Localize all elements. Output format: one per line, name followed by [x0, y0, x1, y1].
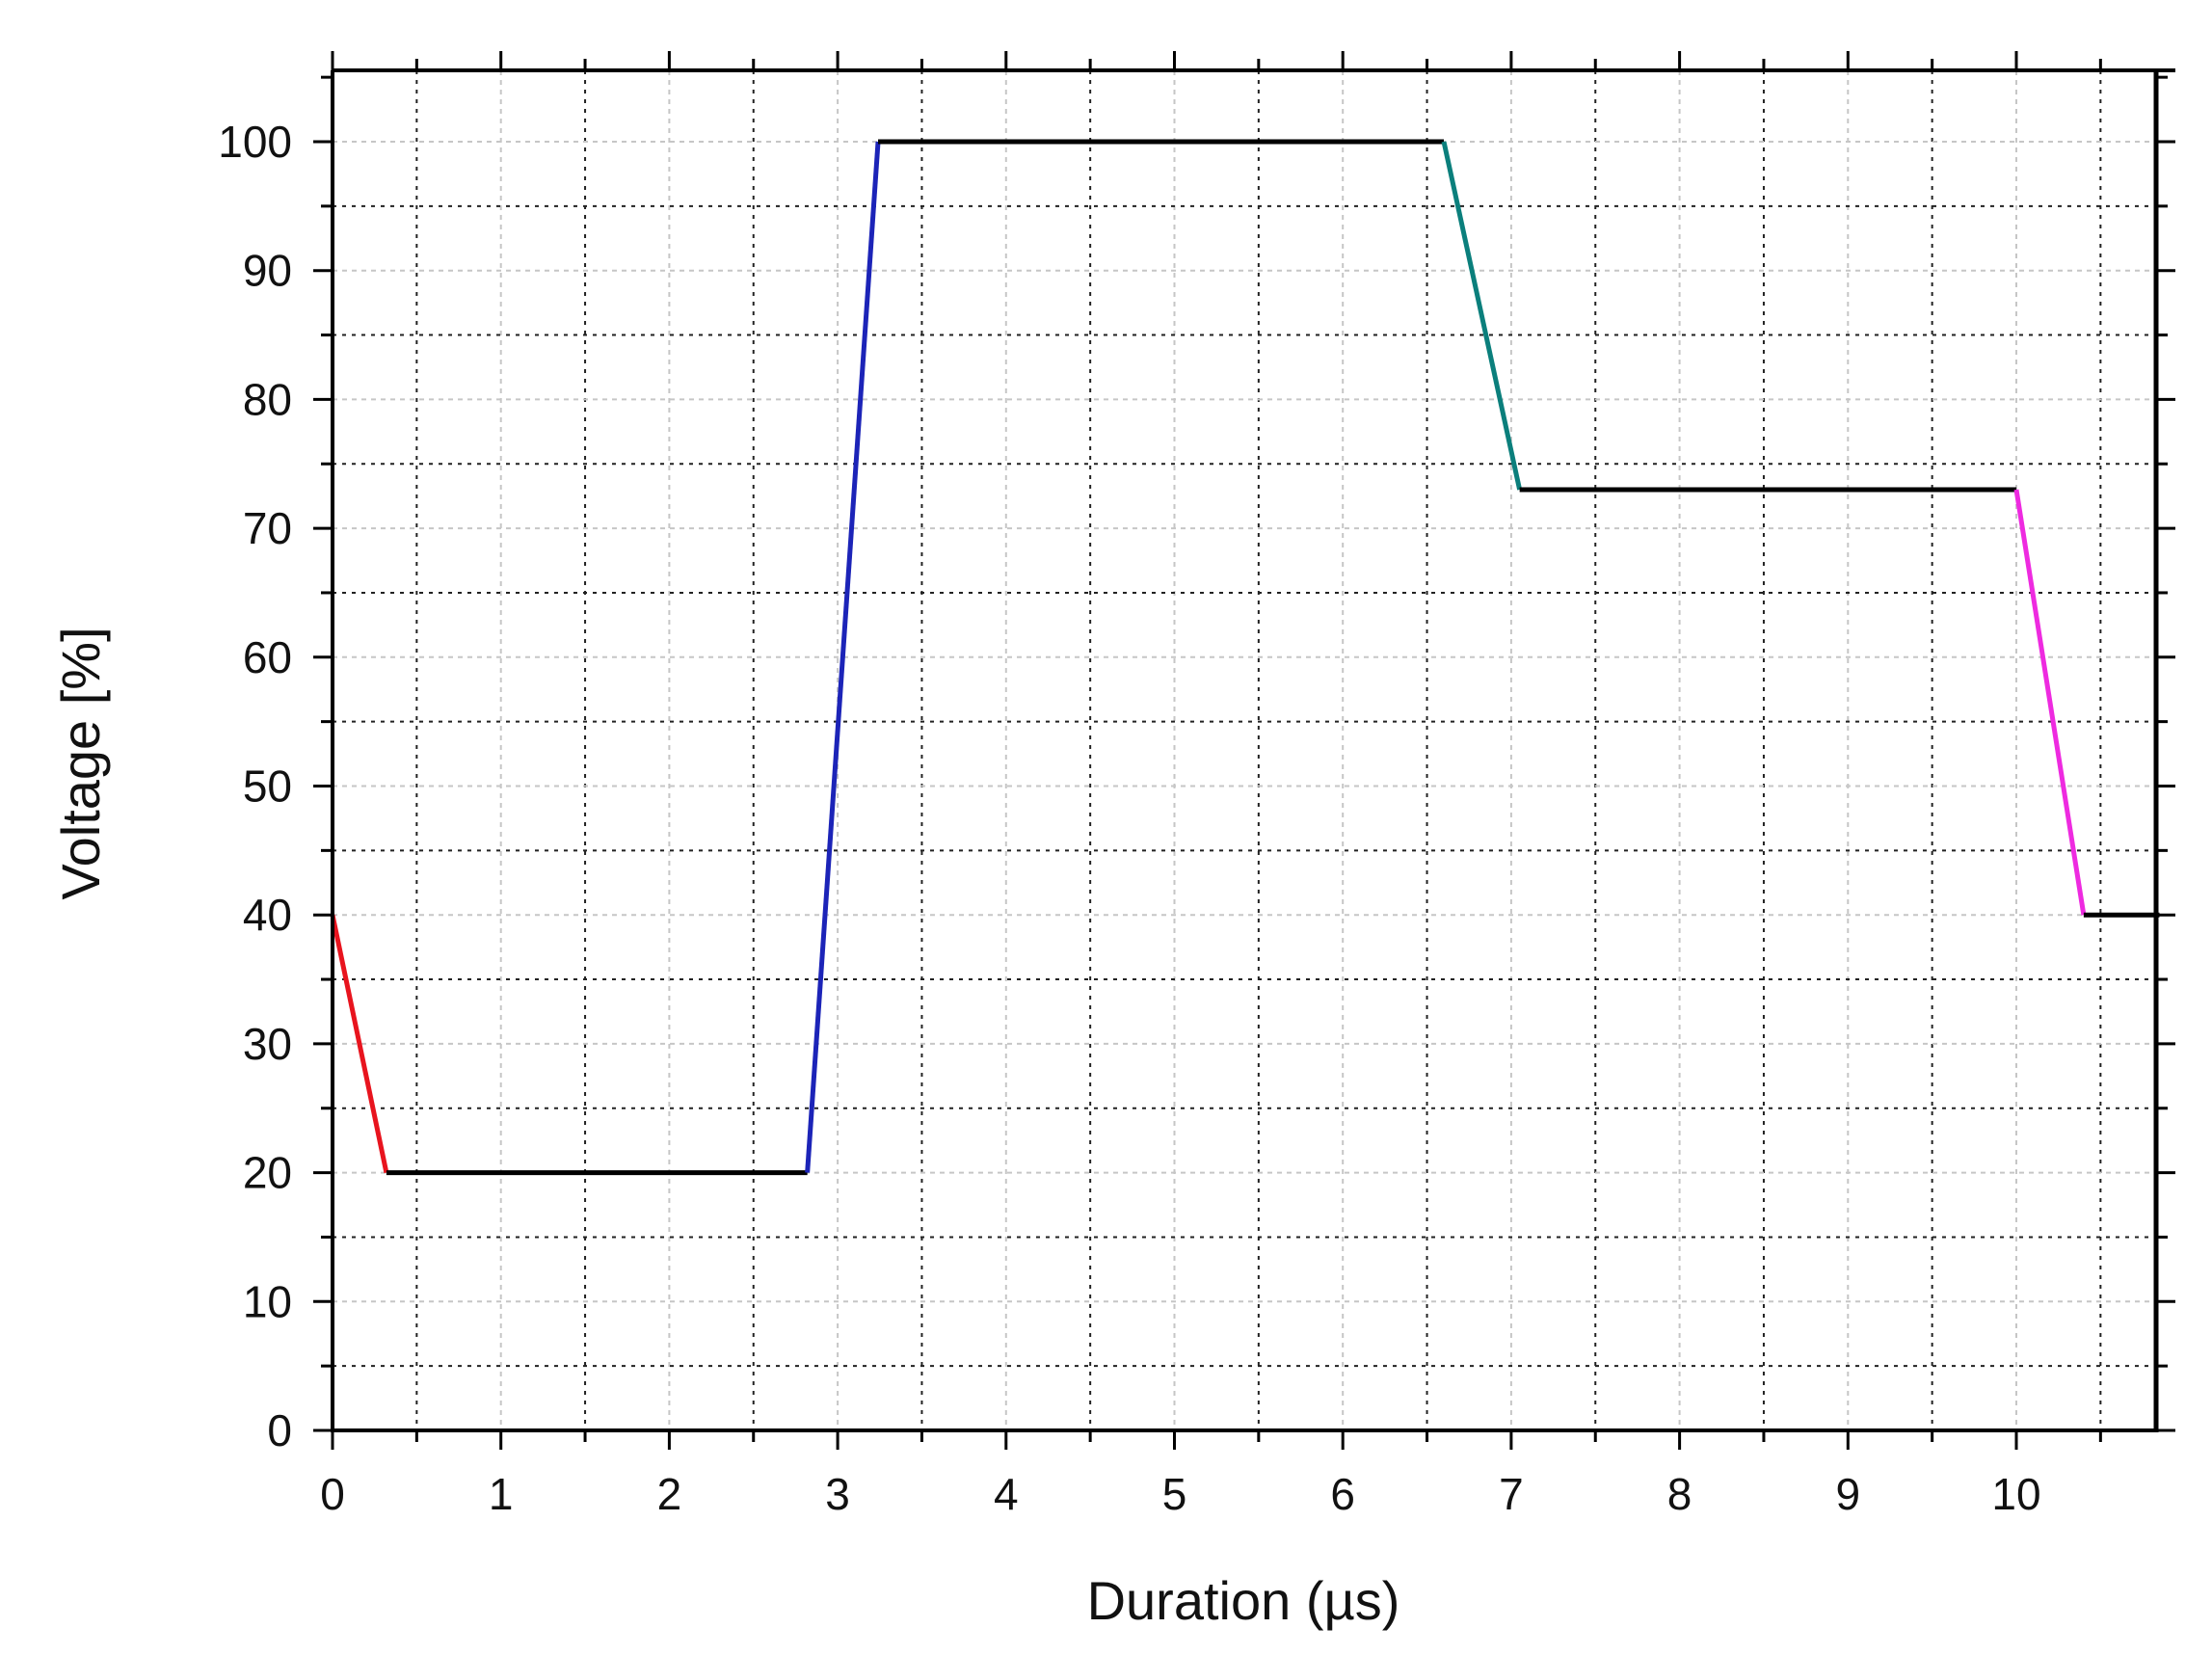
- x-tick-labels: 0 1 2 3 4 5 6 7 8 9 10: [320, 1469, 2040, 1519]
- y-tick-label: 10: [243, 1276, 292, 1326]
- y-tick-label: 90: [243, 246, 292, 296]
- x-tick-label: 0: [320, 1469, 345, 1519]
- x-tick-label: 8: [1667, 1469, 1692, 1519]
- series-segment: [805, 141, 881, 1173]
- y-tick-label: 50: [243, 761, 292, 812]
- y-tick-label: 20: [243, 1148, 292, 1198]
- grid-layer: [333, 70, 2156, 1430]
- x-tick-label: 5: [1162, 1469, 1187, 1519]
- y-tick-label: 40: [243, 890, 292, 940]
- y-axis-title: Voltage [%]: [50, 627, 111, 899]
- y-tick-label: 100: [218, 117, 292, 167]
- y-tick-label: 0: [267, 1405, 292, 1455]
- x-tick-label: 6: [1330, 1469, 1355, 1519]
- series-layer: [330, 139, 2160, 1176]
- x-tick-label: 7: [1499, 1469, 1524, 1519]
- x-tick-label: 1: [489, 1469, 514, 1519]
- x-tick-label: 10: [1991, 1469, 2040, 1519]
- y-tick-label: 60: [243, 632, 292, 682]
- series-segment: [1441, 141, 1523, 491]
- x-axis-title: Duration (µs): [1087, 1570, 1400, 1631]
- y-tick-labels: 0 10 20 30 40 50 60 70 80 90 100: [218, 117, 292, 1455]
- x-tick-label: 2: [657, 1469, 682, 1519]
- y-tick-label: 80: [243, 374, 292, 424]
- x-tick-label: 9: [1836, 1469, 1861, 1519]
- x-tick-label: 4: [994, 1469, 1019, 1519]
- axis-ticks: [313, 51, 2175, 1450]
- y-tick-label: 30: [243, 1019, 292, 1069]
- y-tick-label: 70: [243, 503, 292, 553]
- x-tick-label: 3: [825, 1469, 850, 1519]
- series-segment: [330, 914, 389, 1174]
- plot-frame: [331, 68, 2175, 1432]
- series-segment: [2013, 489, 2087, 916]
